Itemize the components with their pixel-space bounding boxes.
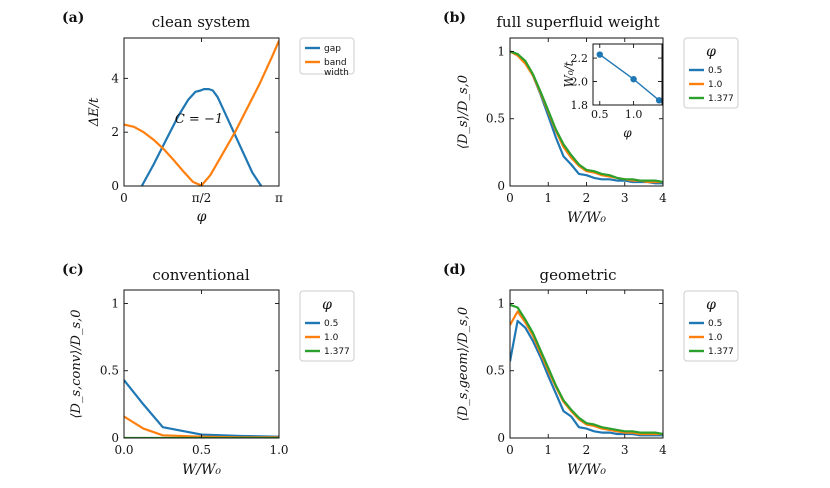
x-tick-label: 1 [544, 443, 552, 457]
legend-label: band width [324, 58, 349, 78]
legend: φ 0.5 1.0 1.377 [683, 290, 739, 362]
y-tick-label: 0 [497, 431, 505, 445]
legend-label: 0.5 [324, 319, 338, 329]
chart-title: conventional [152, 266, 250, 284]
x-tick-label: π [275, 191, 283, 205]
axes-frame [509, 289, 664, 439]
data-point [596, 51, 603, 58]
legend-label: 1.377 [708, 347, 734, 357]
panel-label: (d) [443, 262, 466, 278]
x-tick-label: 4 [659, 191, 667, 205]
y-tick-label: 4 [111, 71, 119, 85]
y-tick-label: 2.0 [571, 76, 589, 89]
chart-b: 0 1 2 3 4 0 0.5 1 W/W₀ ⟨D_s⟩/D_s,0 full superfluid… [443, 10, 739, 226]
axes-frame [592, 43, 663, 106]
chart-title: clean system [152, 13, 250, 31]
legend-label: 1.377 [324, 347, 350, 357]
annotation: C = −1 [175, 112, 223, 127]
series-line-band width [124, 40, 279, 186]
y-tick-label: 0 [111, 179, 119, 193]
legend-label: 1.377 [708, 94, 734, 104]
y-tick-label: 1 [111, 296, 119, 310]
x-tick-label: 3 [621, 191, 629, 205]
series-line-gap [140, 87, 263, 186]
legend-frame [299, 290, 355, 362]
x-tick-label: 1 [544, 191, 552, 205]
legend: φ 0.5 1.0 1.377 [299, 290, 355, 362]
data-point [655, 97, 663, 104]
y-axis-label: ΔE/t [87, 97, 102, 127]
y-tick-label: 1 [497, 44, 505, 58]
y-tick-label: 0 [111, 431, 119, 445]
series-line-0.5 [510, 319, 663, 437]
chart-d: 0 1 2 3 4 0 0.5 1 W/W₀ ⟨D_s,geom⟩/D_s,0 geometric (… [443, 262, 739, 478]
legend-label: 1.0 [708, 80, 723, 90]
legend-label: 1.0 [708, 333, 723, 343]
x-tick-label: 1.0 [625, 108, 643, 121]
legend-label: 1.0 [324, 333, 339, 343]
y-tick-label: 0.5 [100, 364, 119, 378]
data-point [630, 75, 637, 83]
x-axis-label: W/W₀ [567, 210, 606, 226]
x-tick-label: 4 [659, 443, 667, 457]
legend-title: φ [322, 297, 332, 313]
y-tick-label: 1.8 [571, 99, 589, 112]
panel-label: (a) [62, 10, 84, 26]
legend-label: 0.5 [708, 66, 722, 76]
legend: φ 0.5 1.0 1.377 [683, 37, 739, 109]
chart-title: geometric [539, 266, 616, 284]
legend-title: φ [706, 44, 716, 60]
series-line-0.5 [124, 379, 279, 438]
legend-label: 0.5 [708, 319, 722, 329]
y-axis-label: W₀/t [562, 61, 576, 87]
series-line-1.0 [510, 310, 663, 436]
x-tick-label: 0 [506, 443, 514, 457]
x-tick-label: 2 [583, 443, 591, 457]
chart-a: 0 π/2 π 0 2 4 φ ΔE/t clean system (a) C = −1 gap ban… [62, 10, 355, 225]
series-line-1.377 [510, 50, 663, 184]
y-tick-label: 0 [497, 179, 505, 193]
y-tick-label: 0.5 [486, 364, 505, 378]
y-axis-label: ⟨D_s,geom⟩/D_s,0 [456, 307, 471, 421]
y-axis-label: ⟨D_s,conv⟩/D_s,0 [69, 309, 84, 418]
series-line-1.377 [510, 303, 663, 436]
panel-label: (c) [62, 262, 84, 278]
x-tick-label: 0.0 [114, 443, 133, 457]
chart-b-inset: 0.5 1.0 1.8 2.0 2.2 φ W₀/t [562, 43, 663, 140]
x-axis-label: W/W₀ [182, 462, 221, 478]
x-tick-label: π/2 [192, 191, 212, 205]
x-tick-label: 0.5 [192, 443, 211, 457]
x-axis-label: W/W₀ [567, 462, 606, 478]
legend-label: gap [324, 44, 341, 54]
legend-title: φ [706, 297, 716, 313]
chart-c: 0.0 0.5 1.0 0 0.5 1 W/W₀ ⟨D_s,conv⟩/D_s,0 conven… [62, 262, 355, 478]
y-tick-label: 2.2 [571, 52, 589, 65]
y-tick-label: 1 [497, 296, 505, 310]
y-axis-label: ⟨D_s⟩/D_s,0 [456, 75, 471, 149]
y-tick-label: 0.5 [486, 112, 505, 126]
x-tick-label: 0 [120, 191, 128, 205]
x-tick-label: 1.0 [269, 443, 288, 457]
x-tick-label: 0 [506, 191, 514, 205]
legend: gap band width [299, 37, 355, 78]
panel-label: (b) [443, 10, 466, 26]
chart-title: full superfluid weight [496, 13, 659, 31]
y-tick-label: 2 [111, 125, 119, 139]
legend-frame [683, 37, 739, 109]
x-axis-label: φ [197, 209, 207, 225]
x-tick-label: 2 [583, 191, 591, 205]
legend-frame [683, 290, 739, 362]
x-axis-label: φ [623, 126, 632, 140]
x-tick-label: 0.5 [591, 108, 609, 121]
axes-frame [123, 289, 280, 439]
x-tick-label: 3 [621, 443, 629, 457]
